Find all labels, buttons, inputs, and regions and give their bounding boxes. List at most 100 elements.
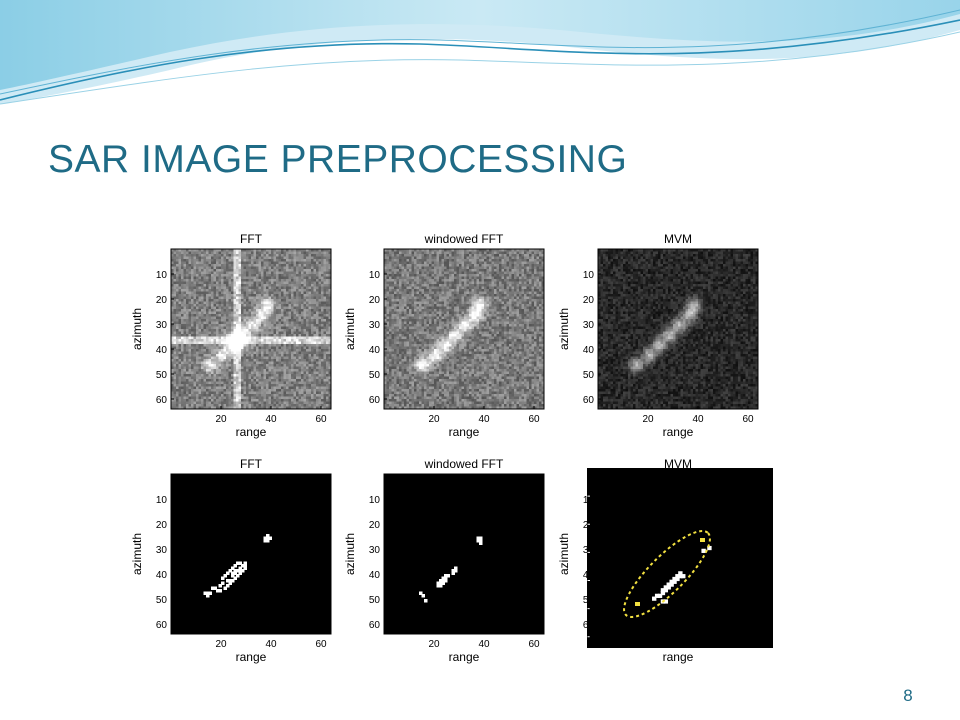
image-pixel: [328, 346, 332, 350]
image-pixel: [188, 266, 192, 270]
image-pixel: [231, 326, 234, 330]
image-pixel: [298, 369, 302, 372]
image-pixel: [311, 391, 314, 395]
image-pixel: [291, 299, 294, 302]
image-pixel: [316, 309, 319, 312]
image-pixel: [213, 269, 217, 272]
image-pixel: [323, 361, 327, 365]
image-pixel: [293, 319, 297, 322]
image-pixel: [226, 394, 229, 397]
image-pixel: [501, 276, 505, 280]
image-pixel: [241, 284, 244, 287]
image-pixel: [283, 376, 287, 380]
image-pixel: [173, 369, 177, 372]
image-pixel: [519, 256, 522, 260]
image-pixel: [253, 299, 257, 302]
image-pixel: [539, 264, 542, 267]
image-pixel: [198, 404, 202, 407]
image-pixel: [276, 389, 279, 392]
image-pixel: [218, 346, 222, 350]
image-pixel: [404, 256, 407, 260]
image-pixel: [226, 376, 229, 380]
image-pixel: [221, 349, 224, 352]
image-pixel: [291, 404, 294, 407]
image-pixel: [291, 316, 294, 320]
image-pixel: [241, 329, 244, 332]
image-pixel: [216, 331, 219, 335]
image-pixel: [171, 341, 174, 345]
image-pixel: [268, 301, 272, 305]
image-pixel: [188, 329, 192, 332]
image-pixel: [211, 351, 214, 355]
image-pixel: [509, 276, 512, 280]
image-pixel: [451, 261, 455, 265]
image-pixel: [328, 331, 332, 335]
image-pixel: [391, 271, 395, 275]
image-pixel: [323, 321, 327, 325]
image-pixel: [268, 319, 272, 322]
image-pixel: [288, 264, 292, 267]
image-pixel: [516, 251, 520, 255]
image-pixel: [321, 286, 324, 290]
image-pixel: [208, 304, 212, 307]
image-pixel: [293, 274, 297, 277]
image-pixel: [469, 271, 472, 275]
image-pixel: [298, 266, 302, 270]
image-pixel: [311, 401, 314, 405]
image-pixel: [531, 249, 535, 252]
image-pixel: [263, 266, 267, 270]
image-pixel: [301, 331, 304, 335]
image-pixel: [296, 341, 299, 345]
image-pixel: [286, 261, 289, 265]
image-pixel: [258, 371, 262, 375]
image-pixel: [218, 331, 222, 335]
image-pixel: [171, 259, 174, 262]
image-pixel: [231, 371, 234, 375]
image-pixel: [276, 281, 279, 285]
image-pixel: [313, 384, 317, 387]
image-pixel: [193, 339, 197, 342]
image-pixel: [253, 381, 257, 385]
image-pixel: [409, 256, 412, 260]
image-pixel: [461, 261, 465, 265]
image-pixel: [241, 294, 244, 297]
image-pixel: [288, 366, 292, 370]
image-pixel: [211, 269, 214, 272]
image-pixel: [208, 366, 212, 370]
image-pixel: [416, 264, 420, 267]
image-pixel: [251, 284, 254, 287]
image-pixel: [238, 311, 242, 315]
image-pixel: [328, 301, 332, 305]
image-pixel: [459, 259, 462, 262]
image-pixel: [223, 404, 227, 407]
image-pixel: [303, 339, 307, 342]
image-pixel: [318, 376, 322, 380]
image-pixel: [288, 286, 292, 290]
image-pixel: [218, 261, 222, 265]
image-pixel: [429, 271, 432, 275]
image-pixel: [321, 256, 324, 260]
image-pixel: [198, 399, 202, 402]
image-pixel: [191, 304, 194, 307]
image-pixel: [414, 251, 417, 255]
image-pixel: [228, 364, 232, 367]
image-pixel: [236, 401, 239, 405]
image-pixel: [238, 299, 242, 302]
image-pixel: [178, 326, 182, 330]
image-pixel: [213, 324, 217, 327]
image-pixel: [321, 251, 324, 255]
image-pixel: [271, 259, 274, 262]
image-pixel: [201, 384, 204, 387]
image-pixel: [318, 279, 322, 282]
image-pixel: [211, 316, 214, 320]
image-pixel: [208, 271, 212, 275]
image-pixel: [263, 259, 267, 262]
image-pixel: [293, 264, 297, 267]
image-pixel: [221, 294, 224, 297]
image-pixel: [316, 306, 319, 310]
image-pixel: [261, 336, 264, 340]
image-pixel: [499, 266, 502, 270]
image-pixel: [228, 346, 232, 350]
image-pixel: [203, 319, 207, 322]
image-pixel: [301, 264, 304, 267]
